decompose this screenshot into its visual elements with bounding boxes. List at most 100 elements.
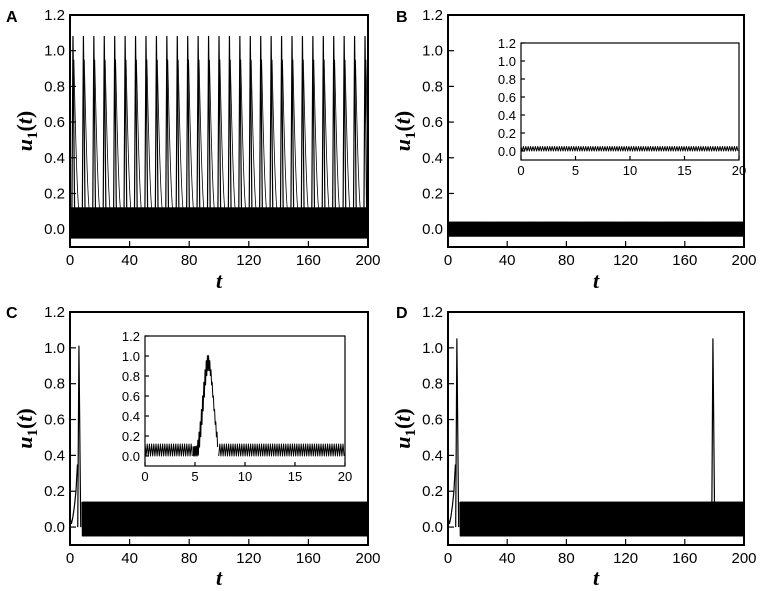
panel-a-spike <box>92 35 97 230</box>
panel-a: A 0 40 80 120 160 200 0.0 0.2 0.4 0.6 0.8 1.0 1.2 t u1(… <box>6 7 381 293</box>
panel-b-inset-y-tick-label: 0.2 <box>498 126 516 141</box>
panel-c-oscillation-trace <box>81 501 368 537</box>
panel-a-spike <box>321 35 326 230</box>
panel-c-y-tick-label: 1.2 <box>44 304 65 321</box>
panel-a-interburst-trace <box>272 211 281 237</box>
panel-a-spike-return <box>156 59 163 212</box>
panel-a-spike-return <box>292 59 299 212</box>
panel-d-y-tick-label: 1.0 <box>422 340 443 357</box>
panel-a-spike-return <box>323 59 330 212</box>
panel-a-spike-return <box>240 59 247 212</box>
panel-c-inset: 0 5 10 15 20 0.0 0.2 0.4 0.6 0.8 1.0 1.2 <box>122 329 352 484</box>
panel-a-y-axis-label-text: u1(t) <box>12 111 41 152</box>
panel-a-x-axis-label: t <box>216 268 223 293</box>
panel-a-y-tick-label: 0.8 <box>44 78 65 95</box>
panel-a-interburst-trace <box>230 211 239 237</box>
panel-a-interburst-trace <box>241 211 250 237</box>
panel-c-inset-x-tick-label: 5 <box>191 469 198 484</box>
panel-a-spike <box>123 35 128 230</box>
panel-a-spike-return <box>355 59 361 212</box>
panel-c-y-tick-label: 0.0 <box>44 519 65 536</box>
panel-b-inset: 0 5 10 15 20 0.0 0.2 0.4 0.6 0.8 1.0 1.2 <box>498 36 746 178</box>
panel-b-x-tick-label: 40 <box>499 252 516 269</box>
panel-a-y-tick-label: 0.6 <box>44 114 65 131</box>
panel-b-inset-y-tick-label: 0.4 <box>498 108 516 123</box>
panel-a-spike <box>248 35 253 230</box>
panel-b-x-tick-label: 120 <box>613 252 638 269</box>
panel-c-x-axis-label: t <box>216 565 223 590</box>
panel-a-spike <box>363 35 368 230</box>
panel-b-inset-y-tick-label: 1.2 <box>498 36 516 51</box>
panel-b-x-tick-label: 0 <box>444 252 452 269</box>
panel-a-y-axis-label: u1(t) <box>12 111 41 152</box>
panel-d-y-axis-label-text: u1(t) <box>390 408 419 449</box>
panel-a-spike <box>217 35 222 230</box>
panel-b-inset-y-tick-label: 1.0 <box>498 54 516 69</box>
panel-a-interburst-trace <box>356 211 365 237</box>
panel-a-interburst-trace <box>262 211 271 237</box>
panel-a-spike <box>185 35 191 230</box>
panel-a-interburst-trace <box>74 211 83 237</box>
panel-a-spike <box>352 35 357 230</box>
panel-d-x-axis-label: t <box>593 565 600 590</box>
panel-b-x-tick-label: 160 <box>672 252 697 269</box>
panel-a-interburst-trace <box>283 211 292 237</box>
panel-a-spike <box>133 35 138 230</box>
panel-b-y-tick-label: 0.4 <box>422 150 443 167</box>
panel-a-x-tick-label: 200 <box>355 252 380 269</box>
panel-d-x-tick-label: 40 <box>499 550 516 567</box>
panel-a-interburst-trace <box>314 211 323 237</box>
panel-a-spike <box>311 35 316 230</box>
panel-c-y-tick-label: 0.6 <box>44 412 65 429</box>
panel-a-interburst-trace <box>116 211 125 237</box>
panel-a-spike-return <box>125 59 132 212</box>
panel-a-spike-return <box>250 59 257 212</box>
panel-c-x-tick-label: 0 <box>66 550 74 567</box>
panel-a-interburst-trace <box>324 211 333 237</box>
panel-a-interburst-trace <box>189 211 198 237</box>
panel-d-y-tick-label: 0.6 <box>422 412 443 429</box>
panel-b-y-axis-label: u1(t) <box>390 111 419 152</box>
panel-b-letter: B <box>396 9 408 26</box>
panel-d-y-tick-label: 0.2 <box>422 483 443 500</box>
panel-c-inset-y-tick-label: 0.4 <box>122 409 140 424</box>
panel-c-initial-transient <box>70 464 79 525</box>
panel-a-y-tick-label: 1.2 <box>44 7 65 24</box>
panel-b-y-axis-label-text: u1(t) <box>390 111 419 152</box>
panel-a-spike-return <box>115 59 122 212</box>
panel-a-spike <box>81 35 86 230</box>
panel-c-inset-trace-post <box>218 443 345 457</box>
panel-a-spike <box>331 35 337 230</box>
panel-b-inset-x-tick-label: 10 <box>623 163 637 178</box>
panel-c-spike <box>77 345 82 528</box>
panel-a-x-tick-label: 40 <box>121 252 138 269</box>
panel-a-spike <box>112 35 118 230</box>
panel-a-spike <box>227 35 232 230</box>
panel-d-oscillation-trace <box>459 501 744 537</box>
panel-a-spike-return <box>219 59 226 212</box>
panel-c-y-axis-label-text: u1(t) <box>12 408 41 449</box>
panel-c-letter: C <box>6 305 18 322</box>
panel-a-x-tick-label: 160 <box>296 252 321 269</box>
panel-d-plot-frame <box>447 311 745 546</box>
panel-b: B0 40 80 120 160 2000.00.20.40.60.81.01.2tu1(… <box>390 7 757 293</box>
panel-d-y-tick-label: 0.0 <box>422 519 443 536</box>
panel-b-trace-group <box>448 221 744 237</box>
panel-a-plot-frame <box>69 14 369 248</box>
panel-a-spike-return <box>188 59 195 212</box>
panel-a-spike <box>206 35 211 230</box>
panel-c-inset-y-tick-label: 0.8 <box>122 369 140 384</box>
panel-c-inset-burst <box>192 355 219 457</box>
panel-b-inset-x-tick-label: 20 <box>732 163 746 178</box>
panel-c-y-tick-label: 0.2 <box>44 483 65 500</box>
panel-c-inset-x-tick-label: 0 <box>141 469 148 484</box>
panel-a-spike-return <box>136 59 142 212</box>
panel-a-interburst-trace <box>335 211 344 237</box>
panel-a-spike-return <box>334 59 341 212</box>
panel-d-x-tick-label: 160 <box>672 550 697 567</box>
panel-a-interburst-trace <box>168 211 177 237</box>
panel-b-x-tick-label: 80 <box>558 252 575 269</box>
panel-b-inset-y-tick-label: 0.8 <box>498 72 516 87</box>
panel-b-inset-frame <box>520 42 740 161</box>
panel-a-interburst-trace <box>293 211 302 237</box>
